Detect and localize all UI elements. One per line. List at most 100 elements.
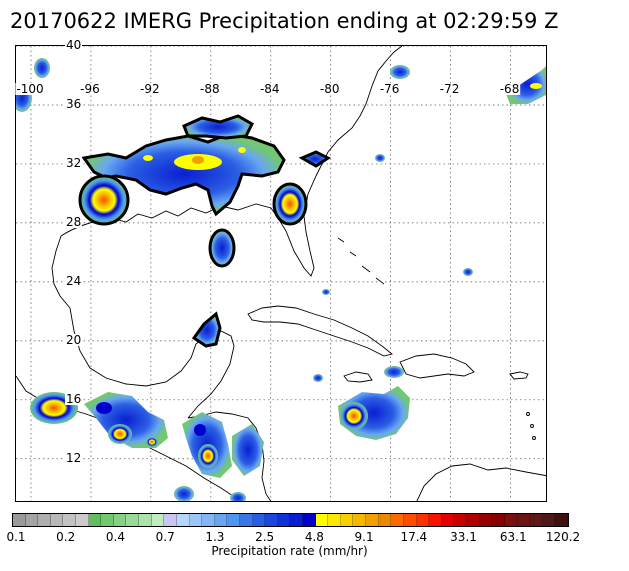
precip-cell-small-2 — [322, 289, 330, 295]
colorbar-swatch — [176, 514, 190, 526]
colorbar-swatch — [265, 514, 278, 526]
longitude-label: -80 — [318, 82, 341, 96]
colorbar-swatch — [328, 514, 341, 526]
texas-coast — [51, 235, 71, 309]
map-panel — [15, 45, 547, 502]
colorbar-swatch — [479, 514, 493, 526]
lesser-antilles-dot — [526, 412, 530, 416]
colorbar-swatch — [529, 514, 543, 526]
lesser-antilles-dot — [532, 436, 536, 440]
colorbar-swatch — [315, 514, 329, 526]
precip-cell-gulf — [208, 228, 236, 268]
central-america-caribbean-coast — [187, 411, 272, 501]
lesser-antilles-dot — [530, 424, 534, 428]
colorbar-swatch — [202, 514, 215, 526]
precip-cell-atlantic-north — [390, 65, 410, 79]
colorbar-swatch — [164, 514, 177, 526]
precip-cell-small-3 — [313, 374, 323, 382]
colorbar — [12, 513, 569, 527]
colorbar-swatch — [391, 514, 404, 526]
latitude-label: 28 — [65, 214, 83, 229]
longitude-label: -84 — [258, 82, 281, 96]
colorbar-swatch — [555, 514, 568, 526]
longitude-label: -92 — [139, 82, 161, 96]
colorbar-tick-label: 0.1 — [6, 530, 26, 544]
colorbar-swatch — [76, 514, 89, 526]
precip-cell-north — [182, 114, 254, 140]
colorbar-swatch — [126, 514, 140, 526]
colorbar-swatch — [252, 514, 266, 526]
colorbar-swatch — [517, 514, 530, 526]
puerto-rico-outline — [509, 371, 529, 380]
longitude-label: -76 — [378, 82, 401, 96]
colorbar-swatch — [227, 514, 240, 526]
colorbar-swatch — [113, 514, 127, 526]
colorbar-tick-label: 4.8 — [304, 530, 324, 544]
colorbar-swatch — [366, 514, 379, 526]
colorbar-swatch — [101, 514, 114, 526]
colorbar-swatch — [13, 514, 26, 526]
latitude-label: 12 — [65, 450, 83, 465]
bahamas-outline — [337, 237, 385, 285]
precip-cell-georgia-coast — [298, 150, 331, 168]
precip-core-yellow-small — [238, 147, 246, 153]
colorbar-swatch — [25, 514, 39, 526]
precip-core-ca5 — [194, 424, 206, 436]
colorbar-tick-label: 63.1 — [499, 530, 527, 544]
colorbar-swatch — [63, 514, 77, 526]
latitude-label: 16 — [65, 391, 83, 406]
colorbar-swatch — [454, 514, 467, 526]
longitude-label: -68 — [498, 82, 521, 96]
colorbar-swatch — [303, 514, 316, 526]
precip-cell-florida — [272, 182, 308, 226]
precip-core-caribbean — [340, 402, 368, 430]
precip-cell-texas — [78, 174, 130, 226]
south-america-coast — [416, 463, 546, 501]
latitude-label: 40 — [65, 38, 83, 52]
colorbar-swatch — [429, 514, 442, 526]
longitude-label: -88 — [199, 82, 221, 96]
precip-cell-small-1 — [463, 268, 473, 276]
colorbar-swatch — [239, 514, 253, 526]
colorbar-swatch — [416, 514, 430, 526]
colorbar-swatch — [340, 514, 354, 526]
precip-core-ca4 — [198, 444, 218, 468]
precip-cell-yucatan — [191, 311, 222, 348]
latitude-label: 36 — [65, 96, 83, 111]
colorbar-swatch — [38, 514, 51, 526]
colorbar-swatch — [290, 514, 304, 526]
precip-cell-ca7 — [230, 492, 246, 501]
latitude-label: 20 — [65, 332, 83, 347]
colorbar-swatch — [353, 514, 367, 526]
colorbar-swatch — [151, 514, 165, 526]
map-canvas — [16, 46, 546, 501]
colorbar-swatch — [50, 514, 64, 526]
jamaica-outline — [343, 371, 373, 383]
longitude-label: -100 — [15, 82, 45, 96]
cuba-outline — [247, 305, 393, 357]
colorbar-swatch — [277, 514, 291, 526]
precip-cell-ca6 — [174, 486, 194, 501]
longitude-label: -72 — [438, 82, 461, 96]
precipitation-cells — [16, 58, 546, 501]
precip-cell-haiti — [384, 366, 404, 378]
colorbar-tick-label: 120.2 — [545, 530, 581, 544]
latitude-label: 32 — [65, 155, 83, 170]
precip-core-ca1 — [108, 424, 132, 444]
precip-core-ca3 — [146, 437, 158, 447]
colorbar-swatch — [378, 514, 392, 526]
mexico-gulf-coastline — [69, 307, 235, 419]
colorbar-tick-label: 0.7 — [155, 530, 175, 544]
colorbar-tick-label: 0.2 — [56, 530, 76, 544]
colorbar-swatch — [189, 514, 203, 526]
colorbar-tick-label: 33.1 — [450, 530, 477, 544]
precip-core-east — [530, 83, 542, 89]
colorbar-swatch — [492, 514, 505, 526]
precip-core-ca2 — [96, 402, 112, 414]
precip-cell-bahamas — [375, 154, 385, 162]
colorbar-swatch — [403, 514, 417, 526]
map-title: 20170622 IMERG Precipitation ending at 0… — [10, 9, 559, 33]
colorbar-swatch — [139, 514, 152, 526]
precip-core-yellow-small — [143, 155, 153, 161]
colorbar-tick-label: 0.4 — [105, 530, 125, 544]
